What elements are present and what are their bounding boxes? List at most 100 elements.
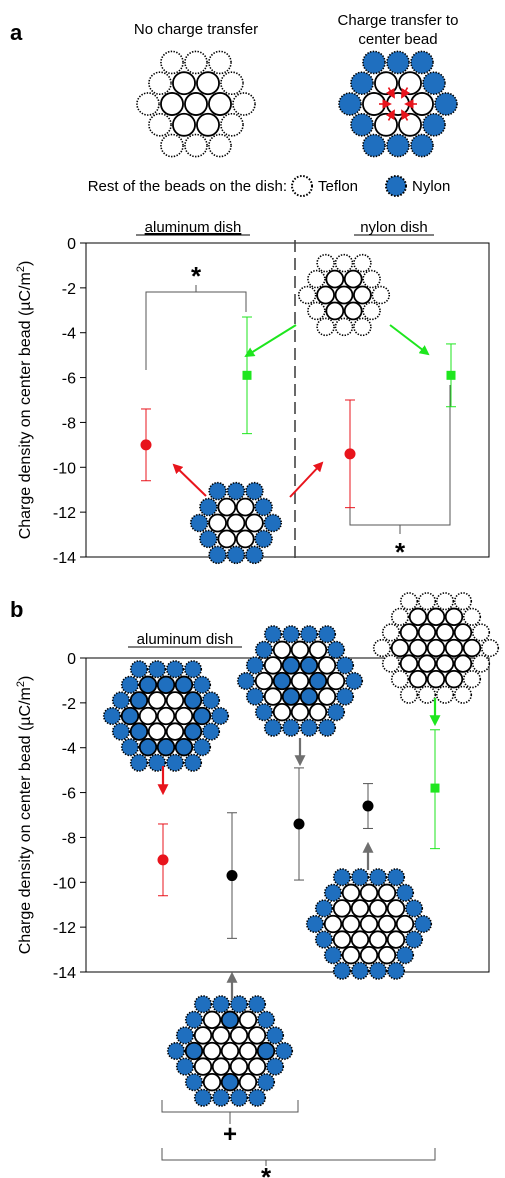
schematic-right-title-line2: center bead: [358, 31, 437, 48]
sig-bracket-nylon: [349, 385, 451, 526]
bead-cluster-teflon-schematic: [136, 50, 256, 158]
test-bead: [193, 1057, 213, 1076]
test-bead: [263, 656, 283, 675]
test-bead: [211, 1026, 231, 1045]
nylon-bead: [199, 497, 218, 517]
teflon-bead: [297, 285, 317, 305]
nylon-bead: [386, 133, 410, 158]
y-tick-label: -4: [62, 326, 76, 343]
test-bead: [368, 930, 388, 949]
test-bead: [332, 899, 352, 918]
nylon-bead: [229, 1088, 249, 1107]
nylon-bead: [245, 545, 264, 565]
test-bead: [202, 1010, 222, 1030]
test-bead: [202, 1041, 222, 1061]
nylon-bead: [272, 671, 292, 691]
test-bead: [334, 285, 354, 305]
nylon-bead: [254, 640, 274, 659]
y-tick-label: -14: [53, 965, 76, 982]
nylon-bead: [166, 1041, 186, 1061]
sig-bracket-aluminum: [145, 291, 247, 370]
data-point-circle: [362, 800, 374, 812]
test-bead: [229, 1057, 249, 1076]
plot-b-ylabel: Charge density on center bead (µC/m2): [15, 676, 34, 955]
test-bead: [377, 883, 397, 903]
nylon-bead: [263, 513, 283, 533]
nylon-bead: [129, 691, 149, 710]
nylon-bead: [410, 133, 434, 158]
nylon-bead: [422, 112, 446, 137]
teflon-bead: [453, 685, 473, 704]
nylon-bead: [193, 1088, 213, 1107]
test-bead: [235, 529, 255, 549]
nylon-bead: [413, 914, 433, 934]
teflon-bead: [417, 592, 437, 611]
nylon-bead: [226, 545, 246, 565]
nylon-bead: [129, 660, 149, 679]
nylon-bead: [183, 753, 203, 772]
nylon-bead: [226, 481, 246, 501]
test-bead: [245, 513, 264, 533]
teflon-bead: [160, 50, 184, 75]
nylon-bead: [386, 868, 406, 887]
nylon-bead: [175, 1057, 195, 1076]
data-point-circle: [344, 448, 356, 460]
nylon-bead: [245, 687, 265, 706]
nylon-bead: [265, 1057, 285, 1076]
test-bead: [341, 914, 361, 934]
data-point-square: [446, 370, 456, 380]
data-point-circle: [157, 854, 169, 866]
test-bead: [254, 671, 274, 691]
ylabel-b-text: Charge density on center bead (µC/m: [17, 687, 34, 954]
test-bead: [208, 513, 227, 533]
test-bead: [272, 702, 292, 722]
teflon-bead: [334, 317, 354, 337]
test-bead: [386, 930, 406, 949]
transfer-arrow: [401, 109, 410, 121]
test-bead: [462, 638, 482, 658]
plot-a-y-ticks: 0 -2 -4 -6 -8 -10 -12 -14: [53, 236, 86, 567]
data-point-square: [430, 783, 440, 793]
transfer-arrow: [386, 87, 395, 99]
transfer-arrow: [386, 109, 395, 121]
nylon-bead: [299, 625, 319, 644]
ylabel-a-paren: ): [17, 261, 34, 266]
test-bead: [316, 285, 335, 305]
test-bead: [374, 71, 398, 96]
test-bead: [444, 607, 464, 627]
test-bead: [238, 1072, 258, 1092]
test-bead: [353, 285, 372, 305]
nylon-bead: [183, 722, 203, 741]
nylon-bead: [229, 995, 249, 1014]
test-bead: [290, 640, 310, 660]
test-bead: [172, 112, 196, 137]
nylon-bead: [434, 92, 458, 116]
test-bead: [435, 623, 455, 642]
group-label-nylon-dish: nylon dish: [360, 219, 428, 236]
y-tick-label: 0: [67, 236, 76, 253]
test-bead: [235, 497, 255, 517]
bead-cluster-nylon-schematic: [338, 50, 458, 158]
test-bead: [147, 722, 167, 741]
teflon-bead: [471, 654, 491, 673]
nylon-bead: [263, 625, 283, 644]
bead-cluster-b-red: [102, 660, 230, 772]
teflon-bead: [353, 317, 372, 337]
nylon-bead: [120, 706, 140, 726]
nylon-bead: [274, 1041, 294, 1061]
nylon-bead: [211, 995, 231, 1014]
teflon-bead: [316, 317, 335, 337]
panel-b-group-label: aluminum dish: [137, 631, 234, 648]
test-bead: [377, 914, 397, 934]
nylon-bead: [199, 529, 218, 549]
nylon-bead: [210, 706, 230, 726]
sig-bracket-plus: [161, 1100, 299, 1113]
test-bead: [444, 638, 464, 658]
y-tick-label: -6: [62, 371, 76, 388]
nylon-bead: [256, 1010, 276, 1029]
teflon-bead: [480, 638, 500, 658]
test-bead: [217, 529, 237, 549]
nylon-bead: [256, 1041, 276, 1061]
y-tick-label: -8: [62, 415, 76, 432]
nylon-bead: [192, 738, 212, 757]
